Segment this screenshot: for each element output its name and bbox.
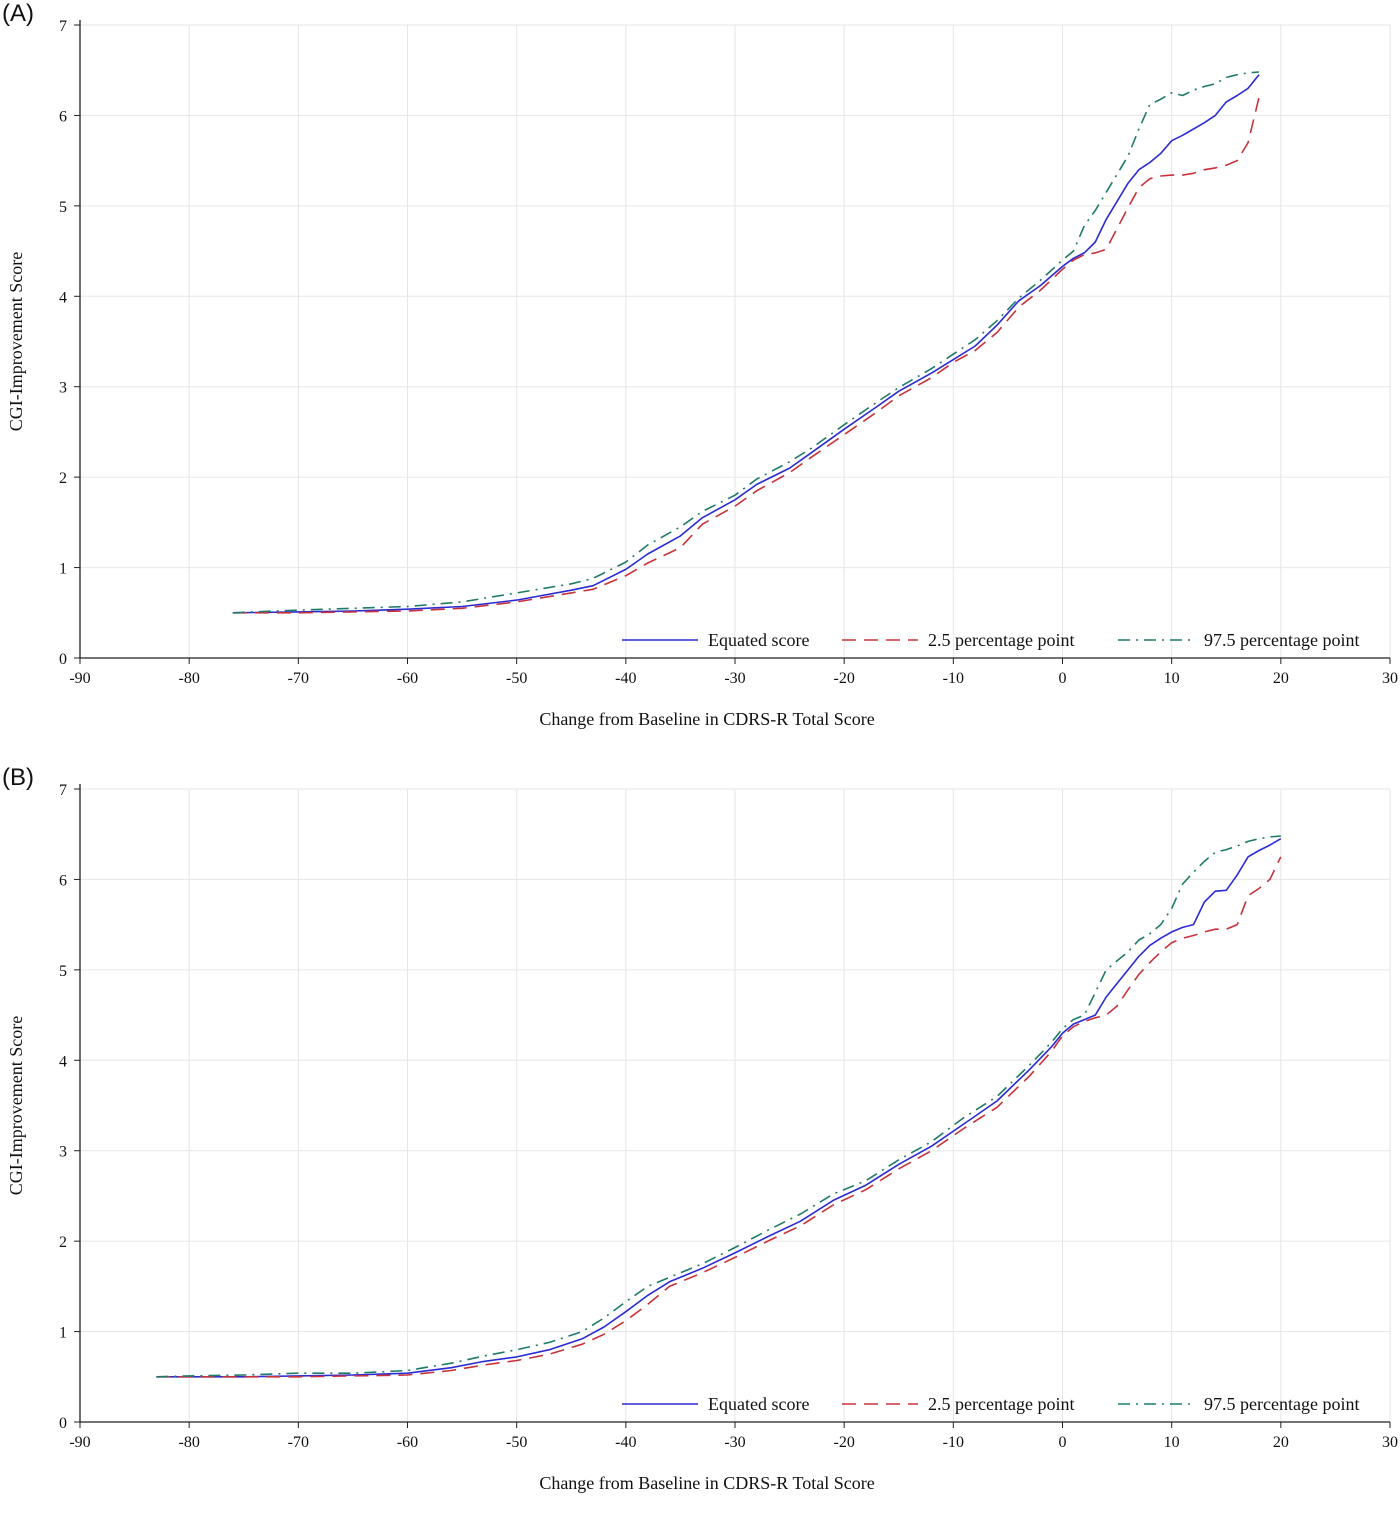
chart-panel-b: (B) -90 -80 -70 -60 -50 -40 -30 -20 -10 0 10 20 30 0 1… <box>0 764 1400 1528</box>
series-line <box>232 74 1260 614</box>
y-tick-label: 5 <box>59 963 67 980</box>
y-tick-label: 6 <box>59 108 67 125</box>
x-tick-label: -30 <box>724 1434 745 1451</box>
x-tick-label: 30 <box>1382 670 1398 687</box>
series-line <box>156 835 1281 1378</box>
x-tick-label: -20 <box>834 670 855 687</box>
series-line <box>232 97 1260 614</box>
y-tick-label: 4 <box>59 1053 67 1070</box>
x-axis-title: Change from Baseline in CDRS-R Total Sco… <box>539 1473 874 1493</box>
x-tick-label: 20 <box>1273 1434 1289 1451</box>
legend-label: Equated score <box>708 630 809 650</box>
y-tick-label: 1 <box>59 561 67 578</box>
y-tick-label: 4 <box>59 289 67 306</box>
x-tick-label: -40 <box>615 670 636 687</box>
series-line <box>232 71 1260 614</box>
chart-panel-a: (A) -90 -80 -70 -60 -50 -40 -30 -20 -10 0 10 20 30 0 1… <box>2 0 1398 729</box>
x-axis-title: Change from Baseline in CDRS-R Total Sco… <box>539 709 874 729</box>
x-tick-label: 20 <box>1273 670 1289 687</box>
line-chart: -90 -80 -70 -60 -50 -40 -30 -20 -10 0 10 20 30 0 1 2 3 4 5… <box>6 18 1398 729</box>
x-tick-label: -40 <box>615 1434 636 1451</box>
x-tick-label: -30 <box>724 670 745 687</box>
x-tick-label: -10 <box>943 1434 964 1451</box>
y-tick-label: 0 <box>59 1415 67 1432</box>
x-tick-label: -80 <box>179 1434 200 1451</box>
y-tick-label: 0 <box>59 651 67 668</box>
legend-label: Equated score <box>708 1394 809 1414</box>
x-tick-label: -60 <box>397 670 418 687</box>
series-line <box>156 838 1282 1378</box>
x-tick-label: -60 <box>397 1434 418 1451</box>
y-tick-label: 1 <box>59 1325 67 1342</box>
x-tick-label: -90 <box>69 670 90 687</box>
y-tick-label: 6 <box>59 872 67 889</box>
legend-label: 97.5 percentage point <box>1204 630 1359 650</box>
y-tick-label: 5 <box>59 199 67 216</box>
panel-label: (A) <box>2 0 34 27</box>
y-tick-label: 3 <box>59 380 67 397</box>
x-tick-label: -70 <box>288 670 309 687</box>
y-tick-label: 7 <box>59 18 67 35</box>
x-tick-label: -20 <box>834 1434 855 1451</box>
y-tick-label: 7 <box>59 782 67 799</box>
x-tick-label: -50 <box>506 670 527 687</box>
x-tick-label: 10 <box>1164 1434 1180 1451</box>
series-line <box>156 856 1282 1378</box>
y-tick-label: 3 <box>59 1144 67 1161</box>
x-tick-label: -80 <box>179 670 200 687</box>
y-tick-label: 2 <box>59 1234 67 1251</box>
line-chart: -90 -80 -70 -60 -50 -40 -30 -20 -10 0 10 20 30 0 1 2 3 4 5… <box>6 782 1398 1493</box>
y-axis-title: CGI-Improvement Score <box>6 252 26 431</box>
legend-label: 2.5 percentage point <box>928 630 1074 650</box>
x-tick-label: 0 <box>1059 670 1067 687</box>
x-tick-label: 0 <box>1059 1434 1067 1451</box>
legend-label: 2.5 percentage point <box>928 1394 1074 1414</box>
x-tick-label: -50 <box>506 1434 527 1451</box>
x-tick-label: -70 <box>288 1434 309 1451</box>
x-tick-label: -90 <box>69 1434 90 1451</box>
y-tick-label: 2 <box>59 470 67 487</box>
x-tick-label: -10 <box>943 670 964 687</box>
x-tick-label: 10 <box>1164 670 1180 687</box>
legend-label: 97.5 percentage point <box>1204 1394 1359 1414</box>
panel-label: (B) <box>2 764 34 791</box>
y-axis-title: CGI-Improvement Score <box>6 1016 26 1195</box>
x-tick-label: 30 <box>1382 1434 1398 1451</box>
